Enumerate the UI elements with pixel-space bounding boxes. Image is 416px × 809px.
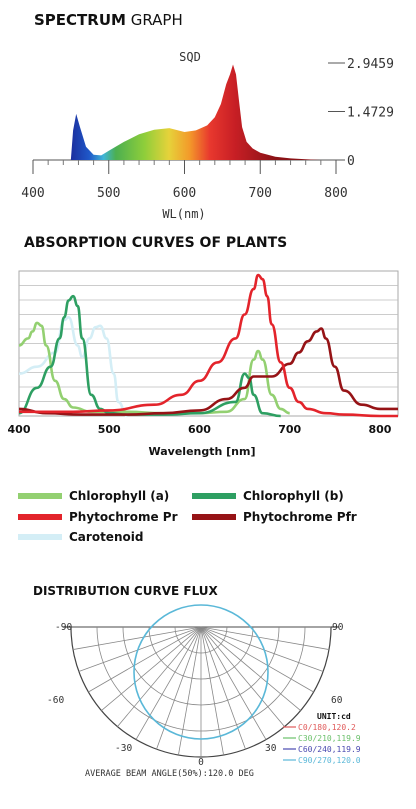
spectrum-y-tick-label: 0 — [347, 154, 355, 169]
polar-spoke — [178, 626, 202, 756]
spectrum-x-tick-label: 400 — [21, 186, 44, 201]
spectrum-y-tick-label: 1.4729 — [347, 106, 394, 121]
polar-spoke — [101, 626, 202, 711]
legend-label: Carotenoid — [69, 530, 144, 544]
unit-label: UNIT:cd — [317, 712, 351, 721]
polar-spoke — [200, 626, 267, 740]
angle-label-neg90: -90 — [55, 622, 72, 633]
spectrum-y-tick-label: 2.9459 — [347, 57, 394, 72]
polar-legend-label: C0/180,120.2 — [298, 723, 356, 732]
polar-legend-label: C90/270,120.0 — [298, 756, 361, 765]
legend-item-phytochrome-pfr: Phytochrome Pfr — [192, 510, 357, 524]
legend-item-chlorophyll-b: Chlorophyll (b) — [192, 489, 344, 503]
polar-spoke — [200, 626, 330, 650]
absorption-title: ABSORPTION CURVES OF PLANTS — [24, 235, 288, 251]
chlorophyll-b-line — [18, 294, 281, 418]
legend-item-phytochrome-pr: Phytochrome Pr — [18, 510, 178, 524]
spectrum-chart: SQD 400 500 600 700 800 WL(nm) 2.9459 1.4729 0 — [21, 50, 394, 221]
legend-item-chlorophyll-a: Chlorophyll (a) — [18, 489, 169, 503]
spectrum-chart-label: SQD — [179, 50, 201, 64]
absorption-x-tick-label: 600 — [188, 423, 211, 436]
beam-distribution-curve — [133, 604, 269, 740]
polar-spoke — [200, 626, 246, 750]
polar-legend-label: C60/240,119.9 — [298, 745, 361, 754]
angle-label-neg60: -60 — [47, 695, 64, 706]
polar-spoke — [200, 626, 324, 672]
distribution-title: DISTRIBUTION CURVE FLUX — [33, 584, 218, 598]
absorption-x-tick-label: 500 — [98, 423, 121, 436]
polar-legend-label: C30/210,119.9 — [298, 734, 361, 743]
spectrum-title-bold: SPECTRUM — [34, 11, 126, 29]
polar-spoke — [200, 626, 224, 756]
chlorophyll-a-line — [18, 321, 290, 415]
spectrum-area — [70, 64, 321, 160]
polar-chart: -90 90 -60 60 -30 30 0 UNIT:cd C0/180,12… — [47, 604, 361, 779]
polar-spoke — [200, 626, 314, 693]
polar-spoke — [117, 626, 202, 727]
spectrum-x-tick-label: 600 — [173, 186, 196, 201]
spectrum-x-tick-label: 500 — [97, 186, 120, 201]
angle-label-60: 60 — [331, 695, 343, 706]
polar-spoke — [156, 626, 202, 750]
polar-spoke — [135, 626, 202, 740]
legend-label: Chlorophyll (a) — [69, 489, 170, 503]
legend-swatch — [18, 514, 62, 520]
polar-spoke — [78, 626, 202, 672]
phytochrome-pr-line — [18, 273, 398, 418]
spectrum-title-light: GRAPH — [125, 11, 183, 29]
legend-swatch — [192, 493, 236, 499]
legend-swatch — [192, 514, 236, 520]
angle-label-neg30: -30 — [115, 743, 132, 754]
legend-swatch — [18, 493, 62, 499]
absorption-chart: 400 500 600 700 800 Wavelength [nm] — [8, 270, 399, 458]
spectrum-title: SPECTRUM GRAPH — [34, 11, 183, 29]
angle-label-90: 90 — [332, 622, 344, 633]
beam-angle-footer: AVERAGE BEAM ANGLE(50%):120.0 DEG — [85, 769, 254, 779]
absorption-legend: Chlorophyll (a) Chlorophyll (b) Phytochr… — [18, 489, 408, 549]
angle-label-30: 30 — [265, 743, 277, 754]
absorption-x-tick-label: 700 — [278, 423, 301, 436]
legend-label: Phytochrome Pr — [69, 510, 178, 524]
absorption-xlabel: Wavelength [nm] — [149, 445, 256, 458]
absorption-x-tick-label: 800 — [368, 423, 391, 436]
polar-spoke — [72, 626, 202, 650]
legend-label: Chlorophyll (b) — [243, 489, 344, 503]
legend-swatch — [18, 534, 62, 540]
spectrum-x-tick-label: 800 — [324, 186, 347, 201]
polar-spoke — [88, 626, 202, 693]
spectrum-xlabel: WL(nm) — [162, 207, 205, 221]
angle-label-0: 0 — [198, 757, 204, 768]
absorption-x-tick-label: 400 — [8, 423, 31, 436]
legend-label: Phytochrome Pfr — [243, 510, 357, 524]
spectrum-x-tick-label: 700 — [249, 186, 272, 201]
polar-spoke — [200, 626, 285, 727]
phytochrome-pfr-line — [18, 327, 398, 416]
legend-item-carotenoid: Carotenoid — [18, 530, 143, 544]
polar-spoke — [200, 626, 301, 711]
